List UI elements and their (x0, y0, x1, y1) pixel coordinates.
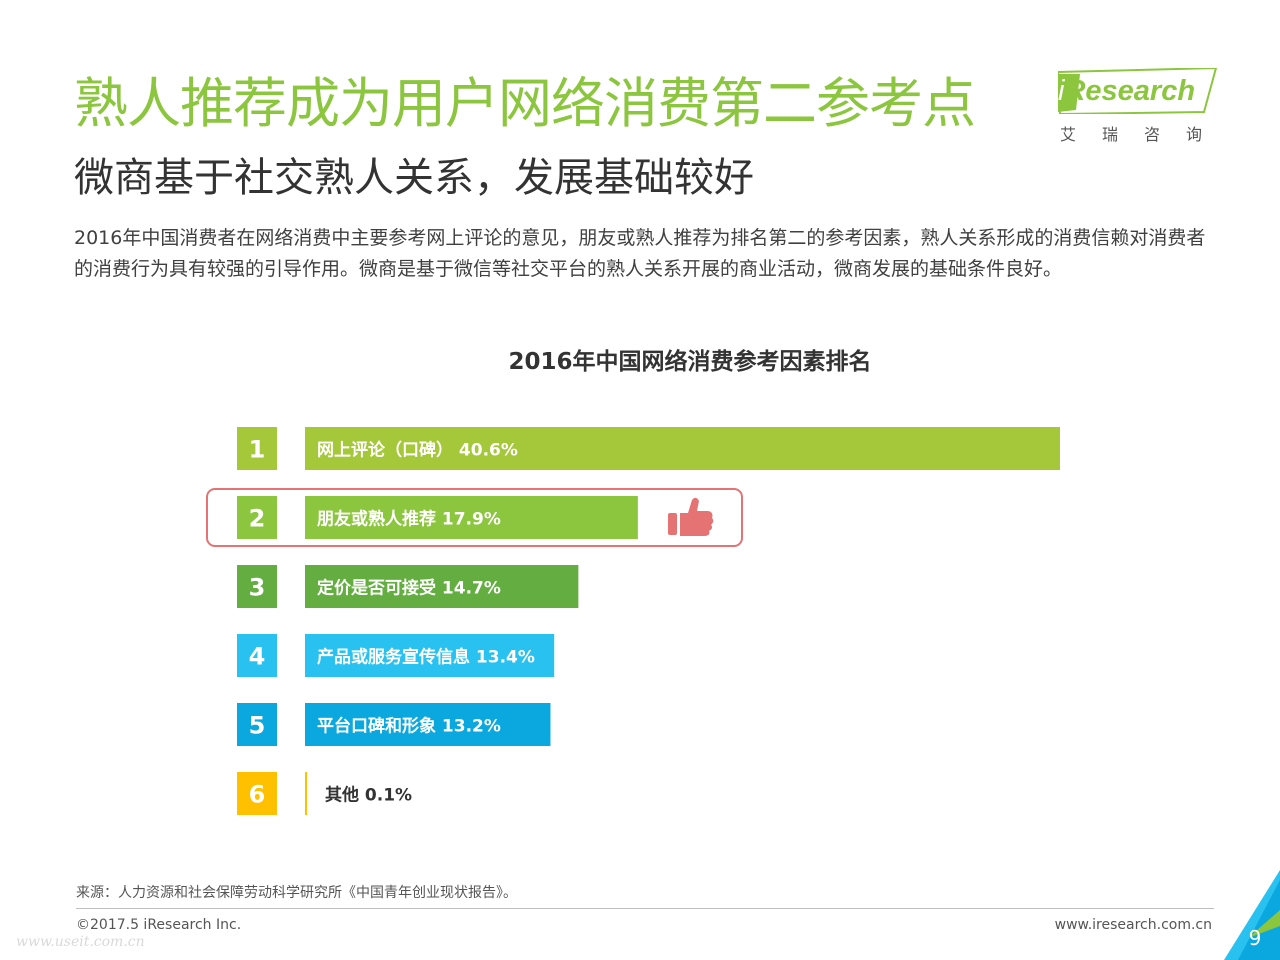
bar-4 (305, 634, 555, 677)
rank-box-2 (237, 496, 277, 539)
bar-5 (305, 703, 551, 746)
bar-label-4: 产品或服务宣传信息 13.4% (317, 647, 535, 668)
footer-divider (76, 908, 1214, 909)
bar-2 (305, 496, 638, 539)
bar-label-5: 平台口碑和形象 13.2% (317, 716, 501, 737)
iresearch-logo: iResearch 艾瑞咨询 (1058, 68, 1218, 152)
watermark: www.useit.com.cn (16, 934, 145, 950)
bar-label-3: 定价是否可接受 14.7% (317, 578, 501, 599)
source-note: 来源：人力资源和社会保障劳动科学研究所《中国青年创业现状报告》。 (76, 885, 517, 901)
chart-title: 2016年中国网络消费参考因素排名 (508, 349, 872, 375)
rank-number-6: 6 (249, 781, 266, 809)
rank-box-1 (237, 427, 277, 470)
rank-box-3 (237, 565, 277, 608)
page-corner-decoration (1224, 870, 1280, 960)
page-number: 9 (1248, 926, 1262, 950)
bar-label-2: 朋友或熟人推荐 17.9% (317, 509, 501, 530)
bar-label-1: 网上评论（口碑） 40.6% (317, 440, 518, 461)
rank-box-4 (237, 634, 277, 677)
logo-wordmark: iResearch (1058, 68, 1218, 114)
logo-banner-shape (1058, 68, 1218, 114)
thumbs-up-icon (668, 497, 714, 536)
logo-wordmark-rest: Research (1064, 75, 1196, 107)
bar-label-6: 其他 0.1% (325, 785, 412, 806)
rank-box-5 (237, 703, 277, 746)
page-title: 熟人推荐成为用户网络消费第二参考点 (74, 72, 976, 135)
bar-1 (305, 427, 1060, 470)
bar-3 (305, 565, 579, 608)
rank-number-3: 3 (249, 574, 266, 602)
logo-wordmark-i: i (1058, 75, 1065, 107)
page-description: 2016年中国消费者在网络消费中主要参考网上评论的意见，朋友或熟人推荐为排名第二… (74, 227, 1206, 280)
page-subtitle: 微商基于社交熟人关系，发展基础较好 (74, 155, 754, 201)
copyright: ©2017.5 iResearch Inc. (76, 917, 242, 933)
rank-number-4: 4 (249, 643, 266, 671)
highlight-frame (206, 488, 743, 547)
rank-number-5: 5 (249, 712, 266, 740)
logo-chinese-name: 艾瑞咨询 (1060, 125, 1229, 144)
website-url: www.iresearch.com.cn (1054, 917, 1212, 933)
rank-number-2: 2 (249, 505, 266, 533)
rank-number-1: 1 (249, 436, 266, 464)
bar-6 (305, 772, 307, 815)
rank-box-6 (237, 772, 277, 815)
